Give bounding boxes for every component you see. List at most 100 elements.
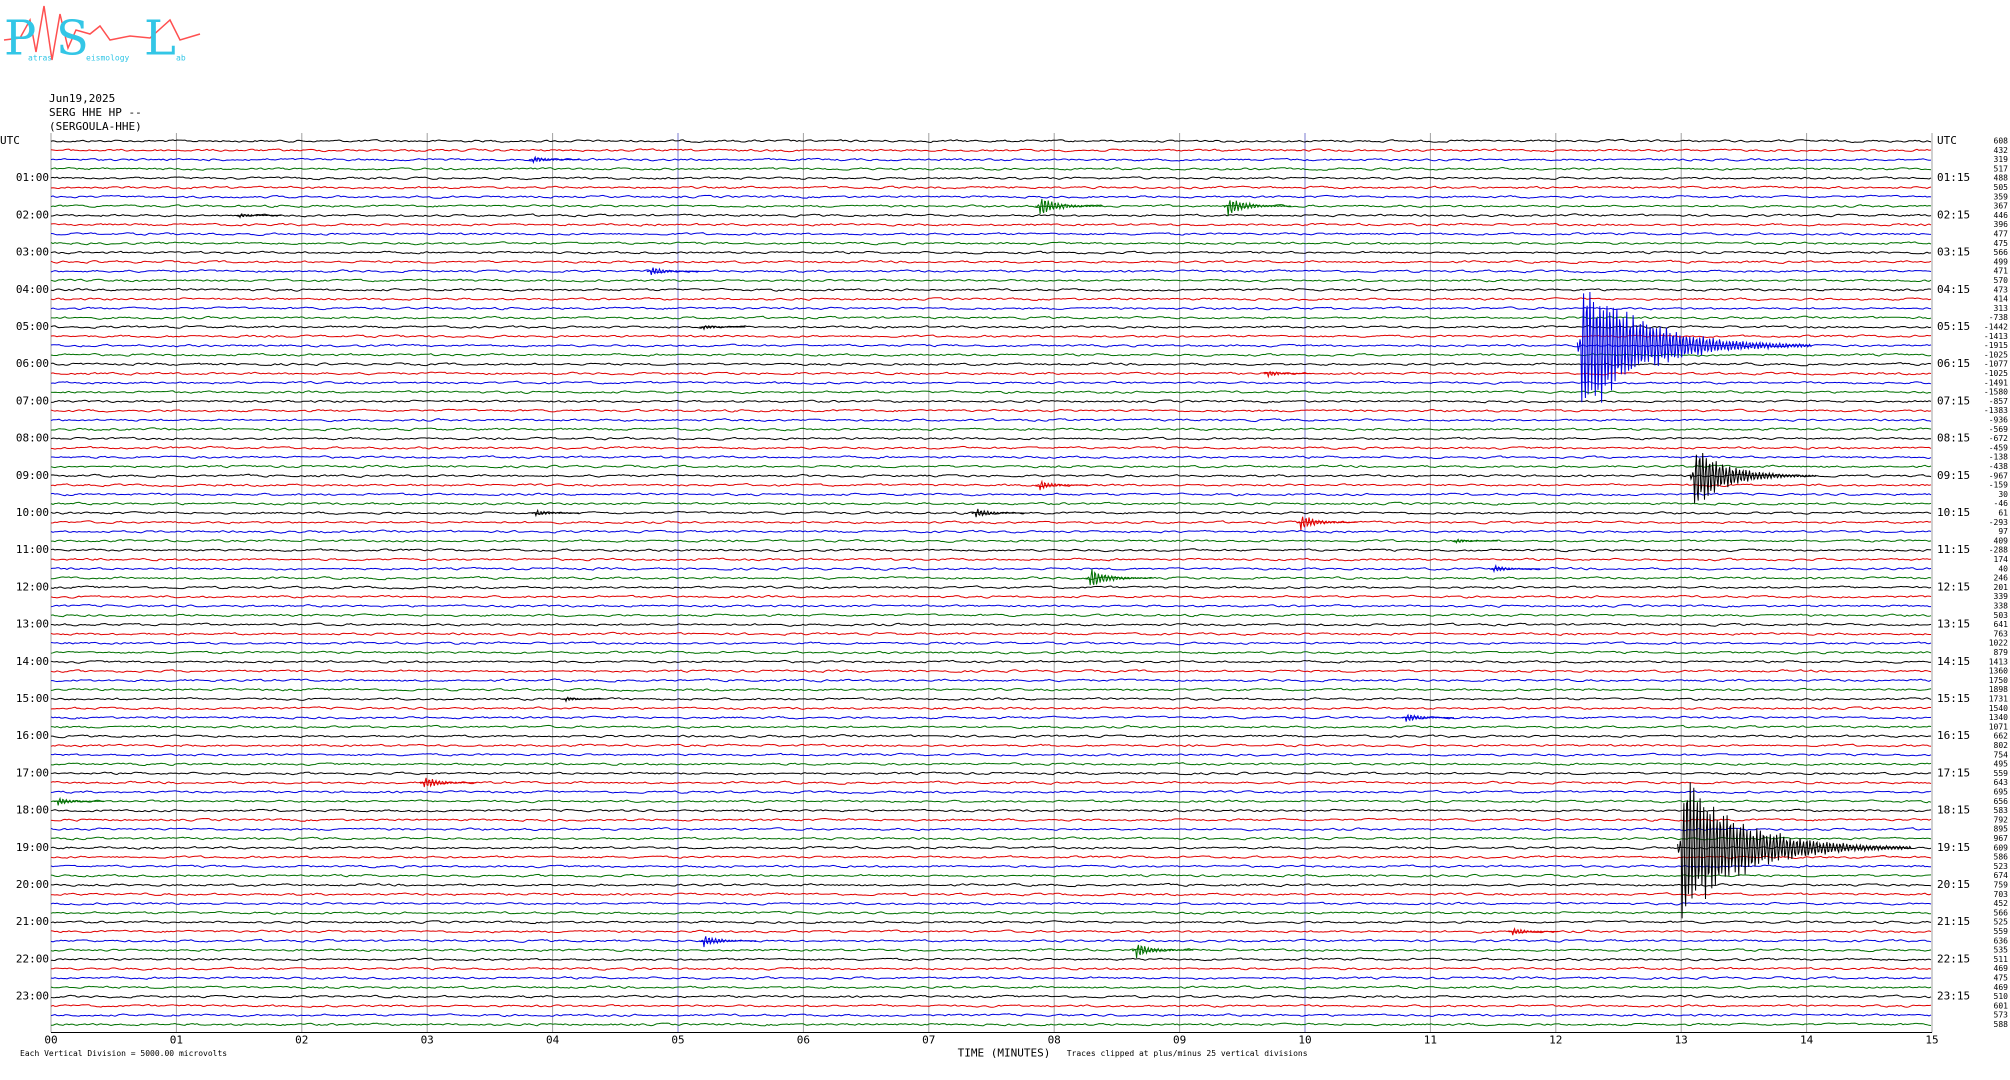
trace: [50, 557, 1932, 562]
trace-value: 174: [1994, 555, 2009, 564]
trace: [50, 669, 1932, 674]
trace: [51, 697, 1932, 701]
trace-value: 30: [1998, 490, 2008, 499]
hour-label: 15:00: [16, 692, 49, 705]
trace: [50, 938, 1932, 943]
hour-label: 06:00: [16, 357, 49, 370]
trace: [51, 892, 1932, 897]
trace: [50, 641, 1932, 646]
event: [561, 696, 608, 703]
trace-value: 754: [1994, 750, 2009, 759]
hour-label-right: 22:15: [1937, 952, 1970, 965]
hour-label: 03:00: [16, 246, 49, 259]
logo-letter: L: [144, 11, 176, 67]
trace-value: 566: [1994, 248, 2009, 257]
hour-label: 14:00: [16, 655, 49, 668]
trace: [50, 222, 1932, 227]
trace: [50, 510, 1932, 515]
trace-value: 246: [1994, 574, 2009, 583]
trace: [50, 613, 1932, 618]
trace: [51, 1022, 1932, 1027]
trace: [50, 436, 1932, 441]
trace: [50, 836, 1932, 841]
trace-value: 586: [1994, 853, 2009, 862]
trace: [50, 231, 1932, 237]
trace-value: 566: [1994, 908, 2009, 917]
trace: [50, 566, 1932, 571]
x-tick-label: 09: [1173, 1034, 1186, 1047]
trace-value: 359: [1994, 192, 2009, 201]
trace: [50, 1003, 1932, 1008]
hour-label-right: 09:15: [1937, 469, 1970, 482]
trace: [50, 287, 1932, 292]
trace: [50, 622, 1932, 627]
x-tick-label: 03: [421, 1034, 434, 1047]
trace: [50, 213, 1932, 218]
trace: [50, 827, 1932, 832]
trace-value: -459: [1989, 443, 2008, 452]
logo-word: ab: [176, 54, 186, 63]
trace: [50, 1013, 1932, 1018]
trace-value: -159: [1989, 481, 2008, 490]
hour-label-right: 13:15: [1937, 618, 1970, 631]
trace: [50, 659, 1932, 664]
trace-value: 763: [1994, 629, 2009, 638]
trace-value: 525: [1994, 918, 2009, 927]
hour-label: 18:00: [16, 804, 49, 817]
trace: [50, 408, 1932, 413]
trace: [50, 445, 1932, 450]
trace: [50, 176, 1932, 181]
trace-value: 674: [1994, 871, 2009, 880]
trace-value: 559: [1994, 769, 2009, 778]
hour-label-right: 10:15: [1937, 506, 1970, 519]
hour-label-right: 12:15: [1937, 580, 1970, 593]
trace-value: 446: [1994, 211, 2009, 220]
trace: [50, 817, 1932, 822]
trace-value: -1413: [1984, 332, 2008, 341]
trace: [50, 780, 1932, 785]
hour-label-right: 05:15: [1937, 320, 1970, 333]
trace-value: 477: [1994, 230, 2009, 239]
trace: [50, 427, 1932, 432]
station: SERG HHE HP --: [49, 106, 142, 119]
trace-value: -1580: [1984, 388, 2008, 397]
logo-wave: [3, 5, 201, 61]
event: [1677, 782, 1912, 919]
hour-label: 10:00: [16, 506, 49, 519]
trace-value: 1022: [1989, 639, 2008, 648]
trace: [50, 631, 1931, 636]
event: [1263, 370, 1312, 379]
trace: [50, 771, 1932, 776]
hour-label: 12:00: [16, 580, 49, 593]
trace: [50, 399, 1932, 404]
trace-value: 636: [1994, 936, 2009, 945]
trace-value: 511: [1994, 955, 2009, 964]
hour-label: 13:00: [16, 618, 49, 631]
trace-value: 61: [1998, 509, 2008, 518]
x-tick-label: 11: [1424, 1034, 1437, 1047]
trace: [50, 148, 1932, 153]
trace: [50, 297, 1932, 302]
trace-value: 499: [1994, 257, 2009, 266]
trace-value: -936: [1989, 416, 2008, 425]
trace-value: -46: [1994, 499, 2009, 508]
hour-label-right: 02:15: [1937, 208, 1970, 221]
hour-label-right: 06:15: [1937, 357, 1970, 370]
trace: [50, 250, 1932, 255]
trace-value: -672: [1989, 434, 2008, 443]
trace: [50, 901, 1932, 906]
event: [1085, 568, 1154, 586]
trace: [50, 715, 1932, 720]
trace-value: -738: [1989, 313, 2008, 322]
trace-value: 1360: [1989, 667, 2008, 676]
trace-value: 643: [1994, 778, 2009, 787]
hour-label: 20:00: [16, 878, 49, 891]
trace: [50, 194, 1932, 199]
hour-label-right: 21:15: [1937, 915, 1970, 928]
x-tick-label: 14: [1800, 1034, 1814, 1047]
trace-value: 695: [1994, 788, 2009, 797]
trace-value: 656: [1994, 797, 2009, 806]
trace: [50, 259, 1932, 265]
trace-value: 641: [1994, 620, 2009, 629]
